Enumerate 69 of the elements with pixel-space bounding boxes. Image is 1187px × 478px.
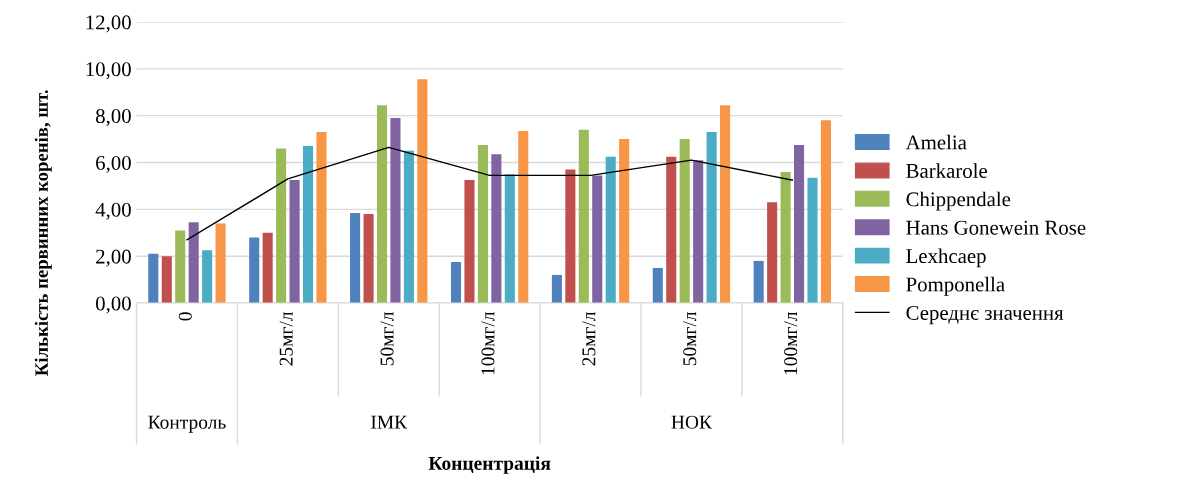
y-tick-label: 12,00 — [86, 15, 131, 33]
y-tick-label: 0,00 — [95, 296, 131, 314]
y-tick-label: 6,00 — [96, 155, 131, 173]
text: ІМК — [371, 415, 408, 429]
legend-label: Barkarole — [906, 163, 987, 178]
x-axis-title: Концентрація — [428, 456, 551, 474]
bar — [780, 171, 791, 304]
y-tick-label: 4,00 — [95, 202, 131, 220]
bar — [592, 175, 603, 304]
bar — [376, 105, 388, 304]
bar — [504, 174, 515, 304]
text: Контроль — [148, 415, 226, 433]
legend-label: Chippendale — [906, 191, 1011, 211]
bar — [316, 132, 327, 304]
legend-label: Amelia — [905, 134, 967, 150]
bar — [753, 260, 764, 304]
legend-label: Hans Gonewein Rose — [906, 220, 1086, 235]
bar — [565, 169, 576, 304]
bar — [276, 148, 287, 304]
bar — [578, 129, 589, 304]
bar — [518, 130, 529, 304]
y-axis-title: Кількість первинних коренів, шт. — [34, 90, 52, 376]
x-tick-label: 25мг/л — [582, 311, 596, 366]
x-tick-label: 50мг/л — [380, 311, 394, 366]
bar — [202, 250, 213, 304]
bar — [767, 202, 778, 304]
bar — [551, 274, 562, 304]
bar — [249, 237, 260, 304]
x-tick-label: 25мг/л — [279, 311, 293, 366]
bar — [403, 150, 414, 304]
text: НОК — [671, 415, 713, 429]
bar — [148, 253, 159, 304]
bar — [807, 177, 818, 304]
legend-label: Lexhcaep — [906, 248, 986, 268]
bar — [820, 120, 831, 304]
bar — [450, 262, 462, 304]
line-series — [186, 146, 794, 241]
bar — [390, 118, 401, 304]
x-tick-label: 0 — [178, 312, 192, 321]
bar — [417, 79, 428, 304]
bar — [350, 212, 361, 304]
bar — [262, 232, 273, 304]
x-tick-label: 50мг/л — [683, 311, 697, 366]
bar — [175, 230, 186, 304]
bar — [289, 180, 300, 304]
bar — [666, 156, 677, 304]
bar — [652, 267, 663, 304]
bar — [161, 256, 172, 304]
legend-label: Середнє значення — [906, 305, 1064, 325]
y-tick-label: 2,00 — [96, 249, 131, 267]
bar — [720, 105, 731, 304]
x-tick-label: 100мг/л — [784, 311, 798, 375]
bar — [363, 214, 374, 304]
bar — [477, 144, 488, 304]
bar — [188, 222, 199, 304]
bar — [302, 146, 314, 304]
bar — [619, 139, 630, 304]
legend-label: Pomponella — [906, 276, 1005, 296]
bar — [491, 154, 502, 304]
bar — [794, 144, 805, 304]
bar — [605, 156, 616, 304]
bar — [706, 132, 717, 304]
bar — [215, 223, 226, 304]
bar — [679, 139, 690, 304]
y-tick-label: 8,00 — [95, 109, 131, 127]
bar — [693, 160, 704, 304]
bar — [464, 180, 475, 304]
y-tick-label: 10,00 — [86, 62, 131, 80]
x-tick-label: 100мг/л — [481, 311, 495, 375]
